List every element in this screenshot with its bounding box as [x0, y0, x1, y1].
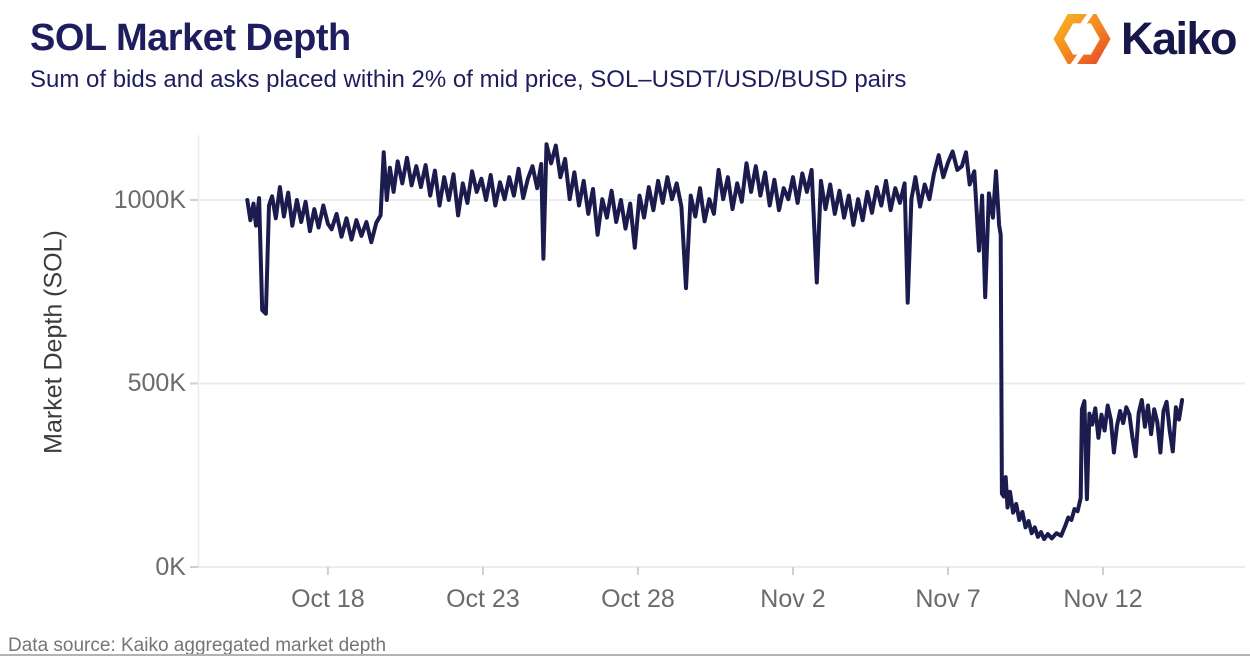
kaiko-logo: Kaiko: [1053, 10, 1238, 68]
y-tick-label: 0K: [155, 553, 186, 581]
x-tick-label: Nov 7: [915, 585, 981, 613]
data-source-note: Data source: Kaiko aggregated market dep…: [8, 635, 387, 656]
x-tick-label: Oct 28: [601, 585, 675, 613]
y-tick-label: 500K: [127, 369, 186, 398]
x-tick-label: Oct 18: [291, 585, 365, 613]
chart-subtitle: Sum of bids and asks placed within 2% of…: [30, 65, 907, 93]
x-tick-label: Nov 12: [1063, 585, 1143, 613]
plot-area: [190, 135, 1245, 575]
y-tick-label: 1000K: [113, 185, 186, 214]
chart-header: SOL Market Depth Sum of bids and asks pl…: [30, 17, 907, 94]
x-tick-label: Nov 2: [760, 585, 826, 613]
footer-divider: [0, 654, 1250, 656]
kaiko-wordmark: Kaiko: [1120, 13, 1238, 64]
kaiko-hexagon-icon: [1053, 10, 1111, 68]
page-title: SOL Market Depth: [30, 17, 351, 59]
y-axis-title: Market Depth (SOL): [39, 230, 68, 454]
market-depth-line: [245, 142, 1185, 542]
x-tick-label: Oct 23: [446, 585, 520, 613]
